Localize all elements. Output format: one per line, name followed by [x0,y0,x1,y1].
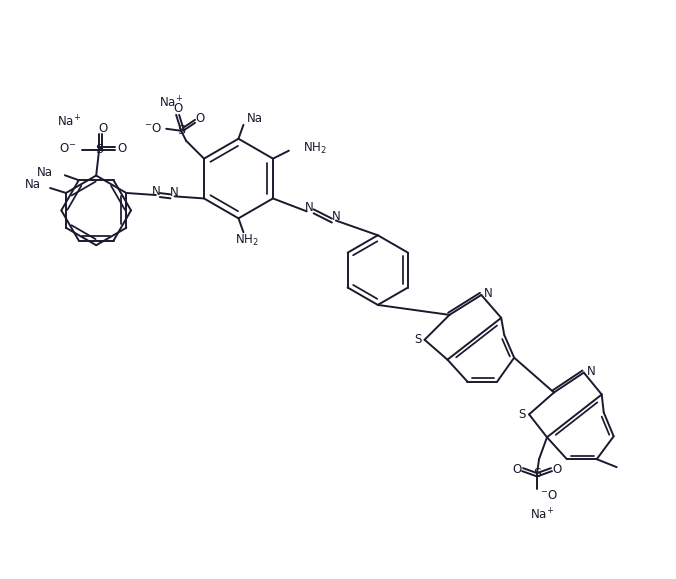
Text: N: N [586,365,595,378]
Text: N: N [331,210,340,223]
Text: NH$_2$: NH$_2$ [303,141,327,156]
Text: N: N [484,288,493,301]
Text: S: S [533,467,541,479]
Text: $^{-}$O: $^{-}$O [540,489,558,501]
Text: O: O [99,122,107,135]
Text: N: N [151,185,160,197]
Text: O$^{-}$: O$^{-}$ [59,142,76,155]
Text: S: S [95,143,103,156]
Text: Na$^{+}$: Na$^{+}$ [530,507,554,523]
Text: NH$_2$: NH$_2$ [235,233,258,248]
Text: O: O [118,142,126,155]
Text: O: O [552,463,562,475]
Text: S: S [177,124,185,137]
Text: N: N [170,186,179,199]
Text: Na: Na [37,166,53,179]
Text: O: O [174,102,183,115]
Text: Na: Na [247,112,262,125]
Text: N: N [306,201,314,214]
Text: $^{-}$O: $^{-}$O [144,122,162,135]
Text: S: S [414,334,421,346]
Text: S: S [518,408,526,421]
Text: Na$^{+}$: Na$^{+}$ [159,96,183,111]
Text: Na$^{+}$: Na$^{+}$ [57,114,81,130]
Text: Na: Na [25,178,41,190]
Text: O: O [512,463,522,475]
Text: O: O [195,112,205,125]
